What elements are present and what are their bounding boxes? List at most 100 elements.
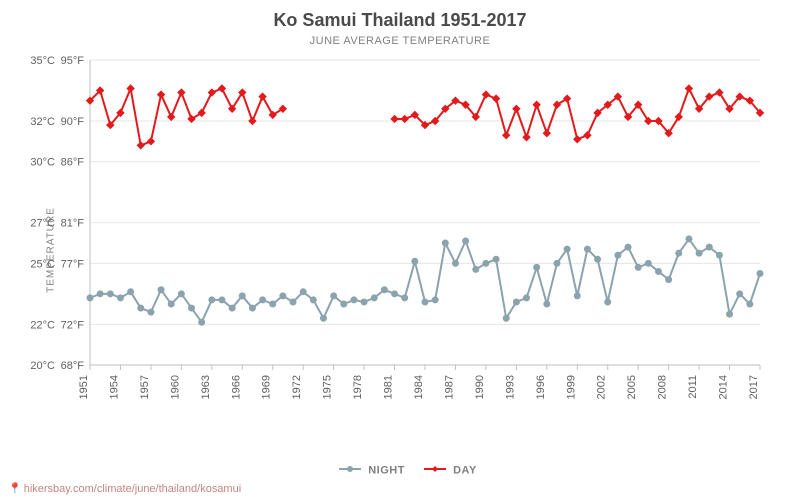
night-marker [513, 299, 519, 305]
night-marker [371, 295, 377, 301]
night-marker [300, 289, 306, 295]
x-tick-label: 2017 [748, 375, 760, 399]
night-marker [524, 295, 530, 301]
night-marker [706, 244, 712, 250]
night-marker [290, 299, 296, 305]
legend-day-label: DAY [453, 465, 477, 477]
chart-title: Ko Samui Thailand 1951-2017 [0, 10, 800, 31]
day-marker [168, 113, 175, 120]
night-marker [310, 297, 316, 303]
night-marker [199, 319, 205, 325]
night-marker [128, 289, 134, 295]
x-tick-label: 1957 [139, 375, 151, 399]
day-marker [503, 132, 510, 139]
night-marker [615, 252, 621, 258]
night-marker [534, 264, 540, 270]
night-marker [219, 297, 225, 303]
x-tick-label: 1993 [504, 375, 516, 399]
night-marker [747, 301, 753, 307]
day-marker [158, 91, 165, 98]
night-marker [483, 260, 489, 266]
y-tick-f: 81°F [61, 218, 85, 230]
night-marker [737, 291, 743, 297]
legend-night-label: NIGHT [368, 465, 405, 477]
chart-svg: 20°C68°F22°C72°F25°C77°F27°C81°F30°C86°F… [90, 55, 770, 415]
day-marker [584, 132, 591, 139]
x-tick-label: 1975 [322, 375, 334, 399]
x-tick-label: 1987 [443, 375, 455, 399]
y-tick-c: 22°C [30, 319, 55, 331]
night-marker [351, 297, 357, 303]
night-marker [452, 260, 458, 266]
credit-line: 📍hikersbay.com/climate/june/thailand/kos… [8, 482, 241, 495]
y-tick-c: 30°C [30, 157, 55, 169]
day-marker [685, 85, 692, 92]
y-tick-c: 20°C [30, 360, 55, 372]
legend: NIGHT DAY [0, 464, 800, 477]
night-marker [117, 295, 123, 301]
night-marker [148, 309, 154, 315]
day-marker [137, 142, 144, 149]
x-tick-label: 2005 [626, 375, 638, 399]
day-line [395, 88, 760, 139]
x-tick-label: 2011 [687, 375, 699, 399]
night-marker [463, 238, 469, 244]
day-marker [482, 91, 489, 98]
x-tick-label: 1999 [565, 375, 577, 399]
y-tick-f: 72°F [61, 319, 85, 331]
night-marker [605, 299, 611, 305]
day-marker [249, 118, 256, 125]
y-tick-f: 86°F [61, 157, 85, 169]
night-marker [239, 293, 245, 299]
day-marker [543, 130, 550, 137]
night-marker [493, 256, 499, 262]
night-marker [280, 293, 286, 299]
night-marker [574, 293, 580, 299]
x-tick-label: 1981 [383, 375, 395, 399]
night-marker [189, 305, 195, 311]
x-tick-label: 1972 [291, 375, 303, 399]
day-marker [178, 89, 185, 96]
x-tick-label: 1954 [108, 375, 120, 399]
night-marker [422, 299, 428, 305]
night-marker [270, 301, 276, 307]
night-marker [381, 287, 387, 293]
x-tick-label: 1996 [535, 375, 547, 399]
night-marker [168, 301, 174, 307]
night-marker [676, 250, 682, 256]
y-tick-c: 35°C [30, 55, 55, 67]
day-marker [523, 134, 530, 141]
x-tick-label: 2002 [596, 375, 608, 399]
chart-subtitle: JUNE AVERAGE TEMPERATURE [0, 35, 800, 47]
x-tick-label: 1984 [413, 375, 425, 399]
y-tick-c: 32°C [30, 116, 55, 128]
y-tick-c: 25°C [30, 258, 55, 270]
night-marker [564, 246, 570, 252]
night-marker [402, 295, 408, 301]
day-marker [127, 85, 134, 92]
night-marker [361, 299, 367, 305]
night-marker [727, 311, 733, 317]
pin-icon: 📍 [8, 483, 22, 495]
day-marker [147, 138, 154, 145]
x-tick-label: 1951 [78, 375, 90, 399]
night-marker [331, 293, 337, 299]
x-tick-label: 2008 [657, 375, 669, 399]
night-marker [584, 246, 590, 252]
x-tick-label: 1966 [230, 375, 242, 399]
night-marker [87, 295, 93, 301]
plot-area: 20°C68°F22°C72°F25°C77°F27°C81°F30°C86°F… [90, 55, 770, 415]
night-marker [544, 301, 550, 307]
night-marker [696, 250, 702, 256]
night-marker [341, 301, 347, 307]
night-marker [442, 240, 448, 246]
y-tick-f: 77°F [61, 258, 85, 270]
legend-day-swatch [424, 464, 446, 477]
legend-night-swatch [339, 464, 361, 477]
y-tick-f: 90°F [61, 116, 85, 128]
night-marker [392, 291, 398, 297]
night-marker [260, 297, 266, 303]
night-marker [97, 291, 103, 297]
night-marker [635, 264, 641, 270]
night-marker [757, 271, 763, 277]
